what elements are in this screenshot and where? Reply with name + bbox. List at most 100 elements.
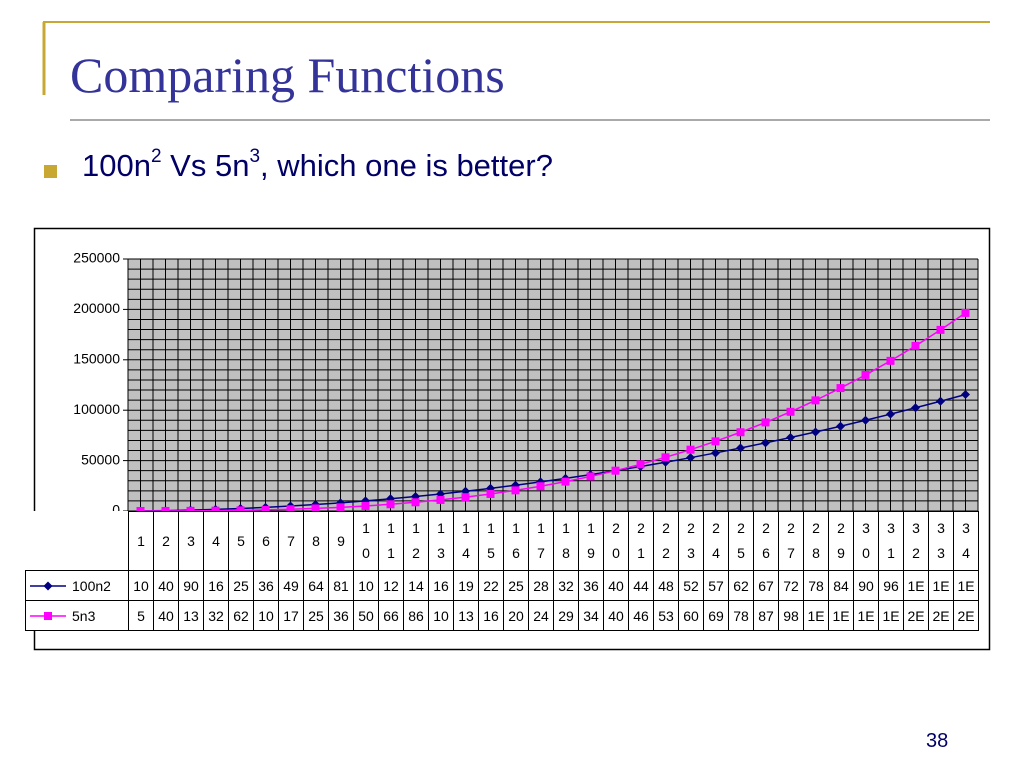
data-label: 10: [428, 600, 454, 631]
data-label-text: 2E: [957, 607, 975, 624]
data-label-text: 16: [208, 577, 224, 594]
x-tick-label-text: 30: [862, 520, 870, 561]
data-label: 5: [128, 600, 154, 631]
data-label-text: 72: [783, 577, 799, 594]
point: [811, 396, 820, 405]
data-label-text: 40: [608, 577, 624, 594]
data-label: 29: [553, 600, 579, 631]
data-label: 25: [503, 570, 529, 601]
data-label-text: 10: [433, 607, 449, 624]
x-tick-label-text: 27: [787, 520, 795, 561]
x-tick-label-text: 4: [212, 532, 220, 549]
data-label-text: 1E: [882, 607, 900, 624]
x-tick-label: 11: [378, 511, 404, 571]
x-tick-label-text: 9: [337, 532, 345, 549]
x-tick-label: 2: [153, 511, 179, 571]
x-tick-label: 15: [478, 511, 504, 571]
x-tick-label-text: 33: [937, 520, 945, 561]
data-label: 1E: [903, 570, 929, 601]
data-label-text: 87: [758, 607, 774, 624]
data-label-text: 2E: [932, 607, 950, 624]
y-tick-label: 150000: [73, 351, 120, 367]
data-label-text: 32: [208, 607, 224, 624]
point: [186, 506, 195, 515]
data-label: 1E: [828, 600, 854, 631]
x-tick-label-text: 26: [762, 520, 770, 561]
x-tick-label: 34: [953, 511, 979, 571]
point: [136, 506, 145, 515]
data-label-text: 10: [133, 577, 149, 594]
y-tick-label: 200000: [73, 300, 120, 316]
data-label: 13: [453, 600, 479, 631]
point: [736, 443, 745, 453]
data-label: 14: [403, 570, 429, 601]
x-tick-label: 26: [753, 511, 779, 571]
bullet-sup: 3: [249, 146, 261, 167]
x-tick-label-text: 7: [287, 532, 295, 549]
data-label: 1E: [803, 600, 829, 631]
x-tick-label-text: 12: [412, 520, 420, 561]
data-label-text: 34: [583, 607, 599, 624]
data-label-text: 40: [158, 577, 174, 594]
data-label: 86: [403, 600, 429, 631]
data-label-text: 86: [408, 607, 424, 624]
data-label: 53: [653, 600, 679, 631]
data-label: 2E: [953, 600, 979, 631]
bullet-text: 100n2 Vs 5n3, which one is better?: [82, 146, 553, 184]
data-label: 2E: [928, 600, 954, 631]
data-label: 57: [703, 570, 729, 601]
data-label: 25: [303, 600, 329, 631]
data-label-text: 44: [633, 577, 649, 594]
point: [886, 409, 895, 419]
point: [461, 493, 470, 502]
data-label: 16: [428, 570, 454, 601]
table-corner: [25, 511, 129, 571]
point: [336, 503, 345, 512]
data-label-text: 66: [383, 607, 399, 624]
x-tick-label: 7: [278, 511, 304, 571]
x-tick-label-text: 31: [887, 520, 895, 561]
data-label: 32: [203, 600, 229, 631]
point: [486, 489, 495, 498]
series-line: [140, 312, 966, 512]
data-label-text: 13: [183, 607, 199, 624]
data-label-text: 10: [358, 577, 374, 594]
data-label: 40: [603, 600, 629, 631]
data-label-text: 36: [583, 577, 599, 594]
data-label-text: 5: [137, 607, 145, 624]
data-label-text: 14: [408, 577, 424, 594]
x-tick-label-text: 23: [687, 520, 695, 561]
x-tick-label-text: 13: [437, 520, 445, 561]
point: [661, 453, 670, 462]
x-tick-label: 19: [578, 511, 604, 571]
x-tick-label: 32: [903, 511, 929, 571]
x-tick-label-text: 10: [362, 520, 370, 561]
x-tick-label-text: 20: [612, 520, 620, 561]
x-tick-label: 14: [453, 511, 479, 571]
data-label-text: 19: [458, 577, 474, 594]
x-tick-label: 1: [128, 511, 154, 571]
x-tick-label: 25: [728, 511, 754, 571]
data-label: 62: [228, 600, 254, 631]
x-tick-label-text: 29: [837, 520, 845, 561]
x-tick-label: 10: [353, 511, 379, 571]
x-tick-label-text: 8: [312, 532, 320, 549]
bullet-marker: [44, 165, 57, 178]
point: [761, 438, 770, 448]
data-label: 66: [378, 600, 404, 631]
legend-swatch: [30, 611, 66, 620]
data-label: 16: [478, 600, 504, 631]
data-label: 50: [353, 600, 379, 631]
data-label: 52: [678, 570, 704, 601]
x-tick-label-text: 22: [662, 520, 670, 561]
point: [936, 325, 945, 334]
y-tick-label: 100000: [73, 401, 120, 417]
x-tick-label: 16: [503, 511, 529, 571]
point: [261, 505, 270, 514]
data-label-text: 2E: [907, 607, 925, 624]
data-label: 49: [278, 570, 304, 601]
bullet-part: , which one is better?: [260, 148, 553, 183]
point: [786, 407, 795, 416]
x-tick-label-text: 34: [962, 520, 970, 561]
